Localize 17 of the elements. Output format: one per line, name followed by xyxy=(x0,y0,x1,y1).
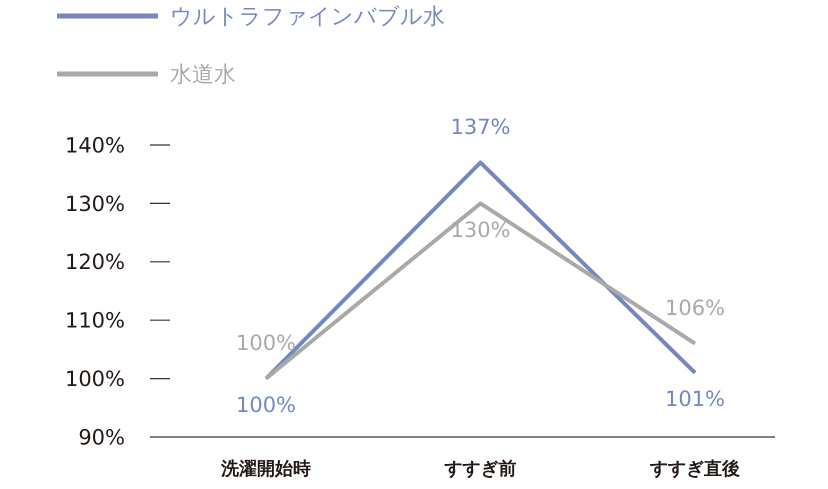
y-tick-label: 120% xyxy=(64,250,125,274)
y-tick-label: 110% xyxy=(64,308,125,333)
data-label: 100% xyxy=(236,392,296,417)
x-tick-label: 洗濯開始時 xyxy=(220,458,311,480)
data-label: 137% xyxy=(450,114,511,139)
y-tick-label: 90% xyxy=(78,425,125,450)
y-tick-label: 100% xyxy=(64,366,125,391)
y-tick-label: 140% xyxy=(64,133,125,158)
x-tick-label: すすぎ前 xyxy=(444,458,516,480)
legend-label: ウルトラファインバブル水 xyxy=(170,4,445,30)
x-tick-label: すすぎ直後 xyxy=(649,458,740,480)
data-label: 106% xyxy=(664,296,726,320)
y-tick-label: 130% xyxy=(64,192,125,216)
data-label: 100% xyxy=(236,330,296,355)
data-label: 130% xyxy=(450,218,511,242)
data-label: 101% xyxy=(664,387,726,412)
legend-label: 水道水 xyxy=(170,62,236,88)
